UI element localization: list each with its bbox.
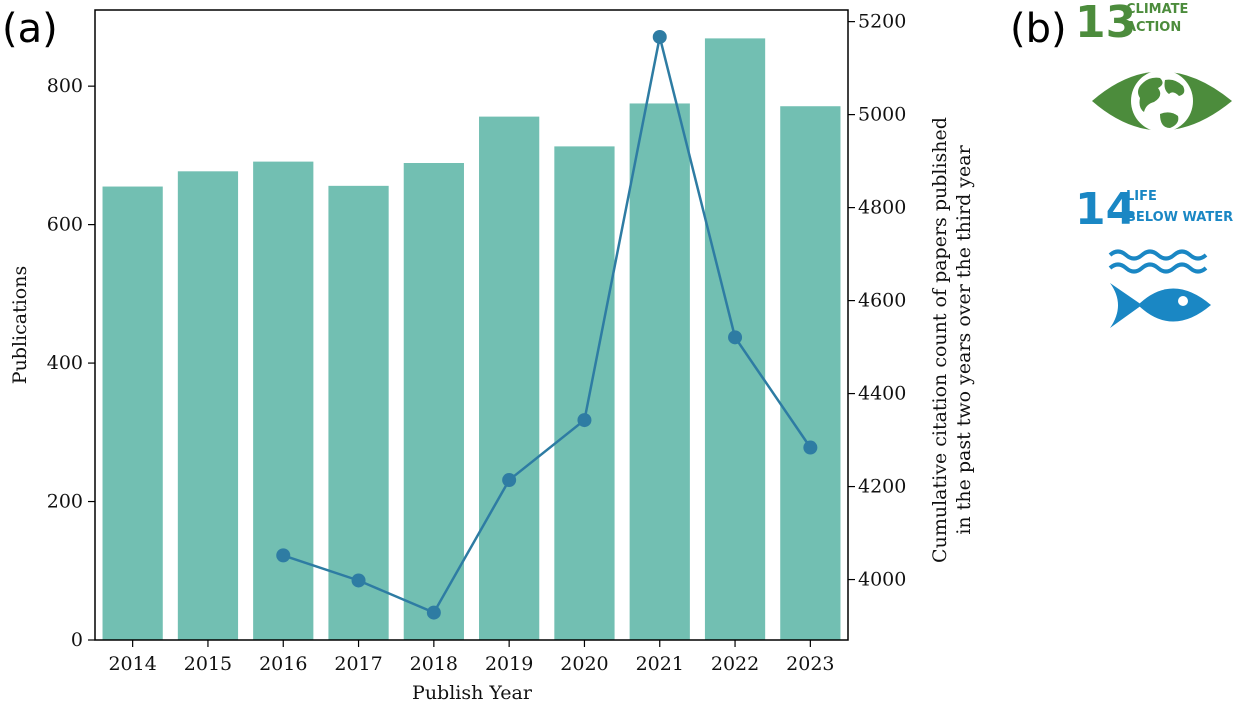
bar-2019 (479, 116, 540, 641)
sdg-14-number: 14 (1075, 184, 1136, 235)
sdg-13-tile: 13 CLIMATE ACTION (1075, 0, 1232, 132)
y-tick-label: 400 (47, 352, 83, 374)
x-tick-label: 2020 (560, 653, 608, 675)
citation-point-2020 (577, 413, 592, 428)
eye-globe-icon (1092, 70, 1232, 132)
citation-point-2016 (276, 548, 291, 563)
bar-2014 (102, 186, 163, 641)
x-tick-label: 2016 (259, 653, 307, 675)
y2-tick-label: 4000 (858, 569, 906, 591)
y2-tick-label: 5200 (858, 11, 906, 33)
bar-series (102, 38, 841, 641)
citation-point-2019 (502, 473, 517, 488)
x-tick-label: 2018 (410, 653, 458, 675)
x-tick-label: 2017 (334, 653, 382, 675)
bar-2015 (177, 171, 239, 641)
citation-point-2018 (426, 605, 441, 620)
citation-point-2017 (351, 573, 366, 588)
y2-tick-label: 4600 (858, 290, 906, 312)
fish-icon (1110, 283, 1211, 328)
x-tick-label: 2015 (184, 653, 232, 675)
sdg-14-tile: 14 LIFE BELOW WATER (1075, 184, 1233, 328)
y2-axis-title-line1: Cumulative citation count of papers publ… (929, 117, 951, 563)
sdg-13-number: 13 (1075, 0, 1136, 48)
sdg-14-line2: BELOW WATER (1126, 210, 1233, 225)
y-tick-label: 600 (47, 214, 83, 236)
chart: 0 200 400 600 800 4000 4200 4400 4600 4800 5000 52… (9, 9, 975, 702)
y-tick-label: 200 (47, 491, 83, 513)
y2-tick-label: 5000 (858, 104, 906, 126)
axes (94, 9, 849, 641)
y-axis-ticks: 0 200 400 600 800 (47, 75, 95, 651)
citation-point-2023 (803, 440, 818, 455)
x-tick-label: 2021 (636, 653, 684, 675)
bar-2017 (328, 185, 389, 640)
x-axis-ticks: 2014 2015 2016 2017 2018 2019 2020 2021 2022 2023 (108, 640, 835, 675)
sdg-13-line1: CLIMATE (1126, 2, 1188, 17)
panel-label-b: (b) (1010, 6, 1067, 52)
y-tick-label: 800 (47, 75, 83, 97)
sdg-13-line2: ACTION (1126, 20, 1181, 35)
y2-tick-label: 4400 (858, 383, 906, 405)
line-series (276, 29, 818, 620)
y2-axis-title-line2: in the past two years over the third yea… (953, 144, 975, 534)
y2-tick-label: 4800 (858, 197, 906, 219)
bar-2021 (629, 103, 690, 640)
fish-waves-icon (1108, 249, 1208, 274)
y-tick-label: 0 (71, 629, 83, 651)
citation-point-2022 (728, 330, 743, 345)
panel-label-a: (a) (2, 6, 58, 52)
bar-2018 (403, 163, 464, 640)
x-tick-label: 2019 (485, 653, 533, 675)
sdg-14-line1: LIFE (1126, 189, 1157, 204)
plot-frame (94, 9, 849, 641)
x-tick-label: 2022 (711, 653, 759, 675)
x-tick-label: 2014 (108, 653, 156, 675)
bar-2020 (554, 146, 615, 640)
y2-tick-label: 4200 (858, 476, 906, 498)
y-axis-title: Publications (9, 266, 31, 384)
x-axis-title: Publish Year (412, 682, 533, 702)
x-tick-label: 2023 (786, 653, 834, 675)
bar-2023 (780, 106, 841, 640)
y2-axis-ticks: 4000 4200 4400 4600 4800 5000 5200 (848, 11, 906, 591)
bar-2016 (253, 161, 314, 640)
citation-point-2021 (652, 29, 667, 44)
citation-line (282, 36, 812, 615)
